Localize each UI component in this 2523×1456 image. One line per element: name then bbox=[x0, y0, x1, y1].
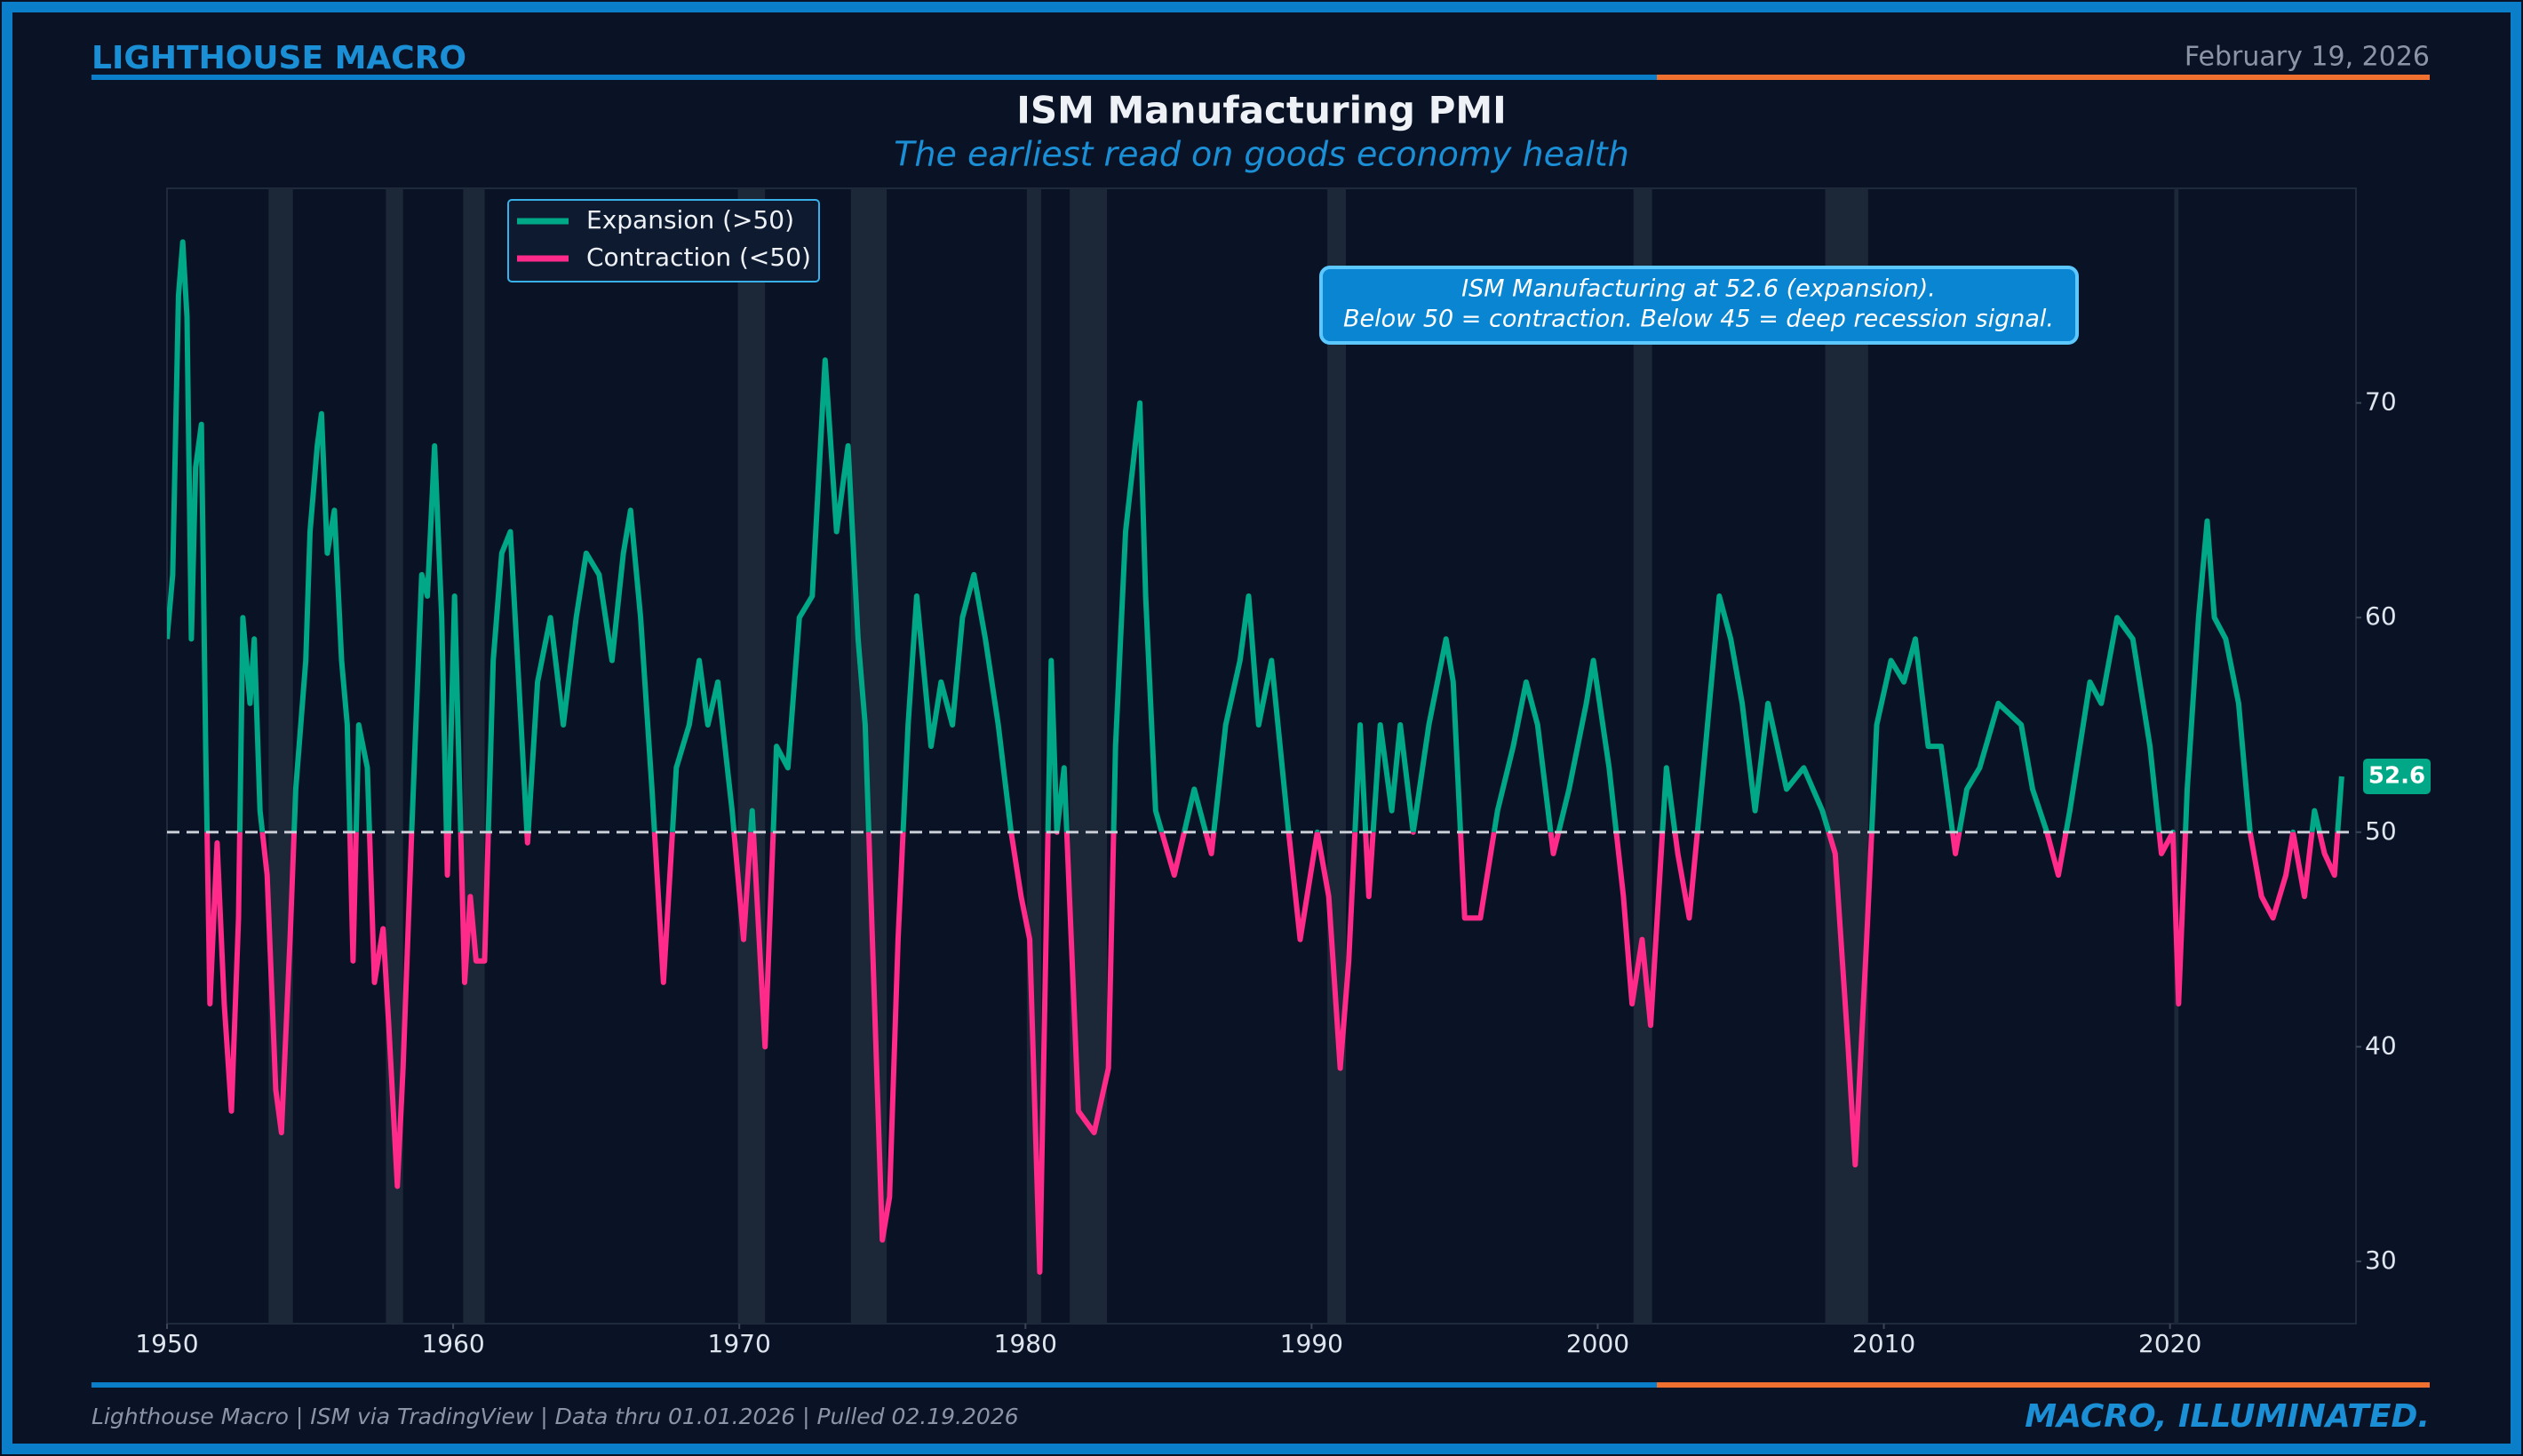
footer-tagline: MACRO, ILLUMINATED. bbox=[2025, 1398, 2430, 1435]
x-tick-label: 1990 bbox=[1280, 1329, 1343, 1358]
plot-area: 30 40 50 60 70 1950 1960 1970 1980 1990 2000 2010 20… bbox=[135, 187, 2431, 1358]
x-tick-label: 1950 bbox=[135, 1329, 198, 1358]
x-tick-label: 2010 bbox=[1852, 1329, 1915, 1358]
annotation-box bbox=[1319, 266, 2079, 345]
recession-band bbox=[1327, 188, 1347, 1324]
x-tick-label: 1970 bbox=[708, 1329, 771, 1358]
y-tick-label: 70 bbox=[2365, 387, 2397, 417]
y-tick-label: 60 bbox=[2365, 601, 2397, 631]
chart-title: ISM Manufacturing PMI bbox=[1016, 89, 1507, 132]
recession-band bbox=[2174, 188, 2179, 1324]
x-tick-label: 2000 bbox=[1566, 1329, 1629, 1358]
x-tick-label: 2020 bbox=[2138, 1329, 2201, 1358]
date: February 19, 2026 bbox=[2185, 42, 2430, 73]
legend-label: Expansion (>50) bbox=[586, 205, 794, 235]
recession-band bbox=[1070, 188, 1108, 1324]
x-tick-label: 1980 bbox=[994, 1329, 1057, 1358]
y-tick-label: 30 bbox=[2365, 1245, 2397, 1275]
chart-subtitle: The earliest read on goods economy healt… bbox=[894, 135, 1629, 174]
recession-band bbox=[1825, 188, 1868, 1324]
footer-source: Lighthouse Macro | ISM via TradingView |… bbox=[92, 1404, 1019, 1429]
recession-band bbox=[268, 188, 293, 1324]
legend-box bbox=[507, 199, 820, 282]
annotation-text: Below 50 = contraction. Below 45 = deep … bbox=[1343, 306, 2054, 333]
line-expansion bbox=[167, 239, 2344, 832]
recession-band bbox=[737, 188, 766, 1324]
y-tick-label: 40 bbox=[2365, 1030, 2397, 1060]
brand: LIGHTHOUSE MACRO bbox=[92, 40, 466, 76]
annotation-text: ISM Manufacturing at 52.6 (expansion). bbox=[1461, 275, 1936, 303]
y-tick-label: 50 bbox=[2365, 816, 2397, 846]
recession-band bbox=[1633, 188, 1652, 1324]
recession-band bbox=[463, 188, 485, 1324]
x-tick-label: 1960 bbox=[421, 1329, 484, 1358]
legend-label: Contraction (<50) bbox=[586, 243, 811, 272]
line-contraction bbox=[204, 831, 2341, 1275]
last-value-label: 52.6 bbox=[2368, 762, 2425, 789]
last-value-badge bbox=[2363, 758, 2431, 794]
